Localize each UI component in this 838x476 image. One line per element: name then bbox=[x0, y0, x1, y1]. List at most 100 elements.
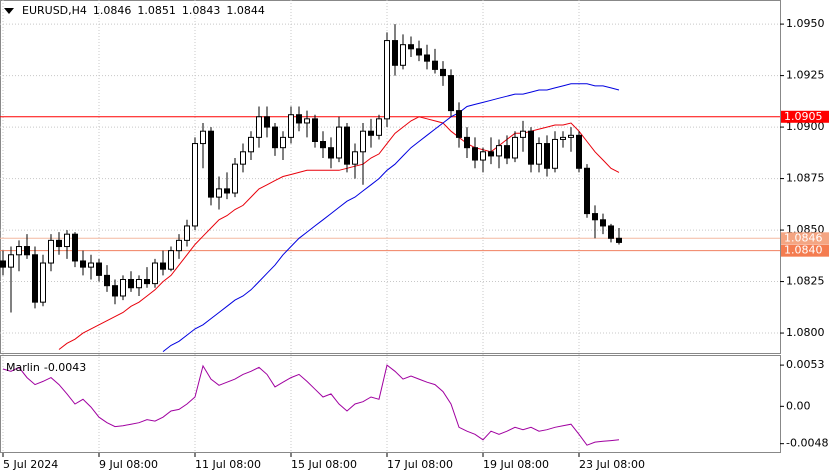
x-tick-label: 15 Jul 08:00 bbox=[291, 458, 357, 471]
candle-body bbox=[272, 126, 278, 149]
candle-body bbox=[392, 40, 398, 66]
candle-body bbox=[16, 246, 22, 256]
indicator-value: -0.0043 bbox=[43, 361, 87, 374]
candle-body bbox=[616, 237, 622, 243]
y-tick-label: 1.0825 bbox=[786, 275, 825, 288]
last-low: 1.0843 bbox=[181, 4, 221, 17]
candle-body bbox=[152, 262, 158, 285]
candle-body bbox=[528, 130, 534, 165]
indicator-title: Marlin bbox=[6, 361, 40, 374]
candle-body bbox=[344, 126, 350, 165]
price-label-box bbox=[781, 232, 829, 245]
x-tick-label: 5 Jul 2024 bbox=[3, 458, 58, 471]
candle-body bbox=[160, 262, 166, 270]
last-close: 1.0844 bbox=[226, 4, 265, 17]
candle-body bbox=[584, 167, 590, 215]
candle-body bbox=[592, 213, 598, 221]
candle-body bbox=[312, 118, 318, 143]
y-tick-label: -0.0048 bbox=[786, 437, 828, 450]
x-tick-label: 11 Jul 08:00 bbox=[195, 458, 261, 471]
candle-body bbox=[80, 260, 86, 268]
main-panel-frame bbox=[0, 0, 781, 354]
candle-body bbox=[224, 188, 230, 194]
candle-body bbox=[424, 54, 430, 62]
candle-body bbox=[288, 114, 294, 138]
candle-body bbox=[328, 147, 334, 159]
candle-body bbox=[240, 151, 246, 165]
candle-body bbox=[72, 233, 78, 262]
candle-body bbox=[32, 254, 38, 303]
y-tick-label: 1.0875 bbox=[786, 172, 825, 185]
menu-arrow[interactable] bbox=[4, 7, 14, 14]
candle-body bbox=[88, 262, 94, 268]
candle-body bbox=[408, 44, 414, 50]
y-tick-label: 0.0053 bbox=[786, 358, 825, 371]
candle-body bbox=[176, 239, 182, 252]
candle-body bbox=[608, 225, 614, 239]
candle-body bbox=[168, 250, 174, 270]
candle-body bbox=[264, 116, 270, 128]
candle-body bbox=[432, 60, 438, 70]
price-label-box bbox=[781, 244, 829, 257]
candle-body bbox=[48, 239, 54, 264]
candle-body bbox=[448, 75, 454, 112]
moving-average bbox=[162, 83, 620, 352]
candle-body bbox=[256, 116, 262, 138]
candle-body bbox=[552, 138, 558, 169]
candle-body bbox=[104, 274, 110, 287]
candle-body bbox=[504, 145, 510, 159]
candle-body bbox=[8, 254, 14, 268]
indicator-line bbox=[2, 364, 620, 446]
candle-body bbox=[120, 278, 126, 297]
candle-body bbox=[184, 225, 190, 241]
candle-body bbox=[576, 134, 582, 169]
candle-body bbox=[208, 130, 214, 198]
y-tick-label: 0.00 bbox=[786, 399, 811, 412]
symbol-title: EURUSD,H4 bbox=[22, 4, 87, 17]
candle-body bbox=[560, 136, 566, 140]
candle-body bbox=[128, 278, 134, 289]
candle-body bbox=[352, 151, 358, 165]
candle-body bbox=[280, 136, 286, 149]
x-tick-label: 19 Jul 08:00 bbox=[483, 458, 549, 471]
candle-body bbox=[600, 219, 606, 227]
candle-body bbox=[496, 145, 502, 157]
indicator-header: Marlin -0.0043 bbox=[6, 361, 86, 374]
candle-body bbox=[248, 136, 254, 153]
candle-body bbox=[24, 246, 30, 256]
y-tick-label: 1.0950 bbox=[786, 17, 825, 30]
candle-body bbox=[456, 110, 462, 138]
y-tick-label: 1.0900 bbox=[786, 120, 825, 133]
candle-body bbox=[464, 136, 470, 149]
candle-body bbox=[296, 114, 302, 124]
x-tick-label: 9 Jul 08:00 bbox=[99, 458, 158, 471]
price-label: 1.0840 bbox=[784, 244, 823, 257]
last-high: 1.0851 bbox=[137, 4, 176, 17]
candle-body bbox=[360, 130, 366, 153]
candle-body bbox=[136, 278, 142, 289]
chart-header: EURUSD,H4 1.0846 1.0851 1.0843 1.0844 bbox=[4, 4, 265, 17]
price-label: 1.0846 bbox=[784, 231, 823, 244]
candle-body bbox=[320, 141, 326, 149]
candle-body bbox=[304, 118, 310, 124]
candle-body bbox=[520, 130, 526, 138]
candle-body bbox=[64, 233, 70, 248]
x-tick-label: 23 Jul 08:00 bbox=[579, 458, 645, 471]
indicator-panel-frame bbox=[0, 355, 781, 453]
candle-body bbox=[216, 188, 222, 198]
candle-body bbox=[96, 262, 102, 276]
candle-body bbox=[568, 134, 574, 138]
candle-body bbox=[56, 239, 62, 248]
candle-body bbox=[0, 260, 6, 268]
candle-body bbox=[376, 118, 382, 136]
last-open: 1.0846 bbox=[92, 4, 132, 17]
candle-body bbox=[544, 143, 550, 169]
candle-body bbox=[232, 163, 238, 194]
y-tick-label: 1.0800 bbox=[786, 326, 825, 339]
candle-body bbox=[368, 130, 374, 136]
candle-body bbox=[400, 44, 406, 66]
candle-body bbox=[488, 151, 494, 157]
candle-body bbox=[416, 48, 422, 56]
